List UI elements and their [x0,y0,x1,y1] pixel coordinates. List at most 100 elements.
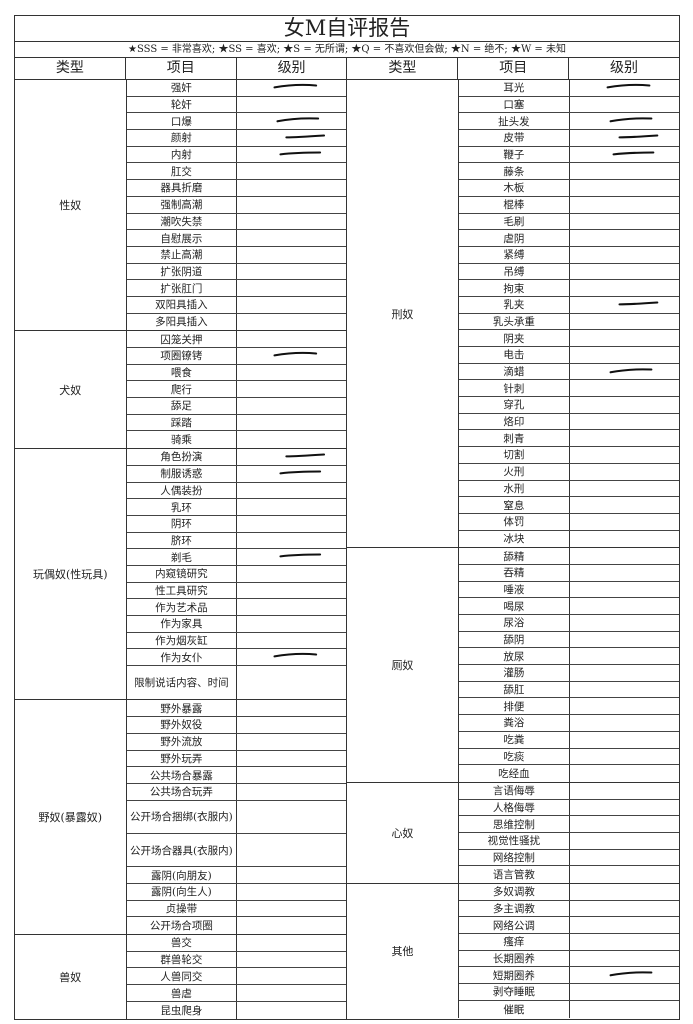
level-cell[interactable] [570,800,679,816]
level-cell[interactable] [570,247,679,263]
level-cell[interactable] [237,666,346,699]
level-cell[interactable] [237,180,346,196]
level-cell[interactable] [237,163,346,179]
level-cell[interactable] [570,214,679,230]
level-cell[interactable] [237,566,346,582]
level-cell[interactable] [237,264,346,280]
level-cell[interactable] [570,414,679,430]
level-cell[interactable] [570,380,679,396]
level-cell[interactable] [570,765,679,782]
level-cell[interactable] [570,598,679,614]
level-cell[interactable] [570,197,679,213]
level-cell[interactable] [570,648,679,664]
level-cell[interactable] [237,867,346,883]
level-cell[interactable] [570,297,679,313]
level-cell[interactable] [237,884,346,900]
level-cell[interactable] [237,784,346,800]
level-cell[interactable] [237,717,346,733]
level-cell[interactable] [237,533,346,549]
level-cell[interactable] [570,632,679,648]
level-cell[interactable] [570,833,679,849]
level-cell[interactable] [570,548,679,564]
level-cell[interactable] [570,481,679,497]
level-cell[interactable] [237,280,346,296]
level-cell[interactable] [237,415,346,431]
level-cell[interactable] [237,599,346,615]
level-cell[interactable] [237,348,346,364]
level-cell[interactable] [570,464,679,480]
level-cell[interactable] [237,381,346,397]
level-cell[interactable] [570,934,679,950]
level-cell[interactable] [237,952,346,968]
level-cell[interactable] [570,715,679,731]
level-cell[interactable] [570,682,679,698]
level-cell[interactable] [237,985,346,1001]
level-cell[interactable] [570,497,679,513]
level-cell[interactable] [570,1001,679,1018]
level-cell[interactable] [570,783,679,799]
level-cell[interactable] [570,180,679,196]
level-cell[interactable] [570,850,679,866]
level-cell[interactable] [570,113,679,129]
level-cell[interactable] [570,514,679,530]
level-cell[interactable] [237,751,346,767]
level-cell[interactable] [237,649,346,665]
level-cell[interactable] [237,297,346,313]
level-cell[interactable] [237,230,346,246]
level-cell[interactable] [237,314,346,331]
level-cell[interactable] [237,633,346,649]
level-cell[interactable] [237,466,346,482]
level-cell[interactable] [237,365,346,381]
level-cell[interactable] [237,834,346,866]
level-cell[interactable] [237,197,346,213]
level-cell[interactable] [237,700,346,716]
level-cell[interactable] [570,665,679,681]
level-cell[interactable] [570,80,679,96]
level-cell[interactable] [570,397,679,413]
level-cell[interactable] [237,801,346,833]
level-cell[interactable] [237,516,346,532]
level-cell[interactable] [237,917,346,934]
level-cell[interactable] [570,163,679,179]
level-cell[interactable] [570,816,679,832]
level-cell[interactable] [237,549,346,565]
level-cell[interactable] [237,616,346,632]
level-cell[interactable] [570,347,679,363]
level-cell[interactable] [237,431,346,448]
level-cell[interactable] [237,113,346,129]
level-cell[interactable] [570,951,679,967]
level-cell[interactable] [570,565,679,581]
level-cell[interactable] [570,147,679,163]
level-cell[interactable] [570,917,679,933]
level-cell[interactable] [237,80,346,96]
level-cell[interactable] [570,866,679,883]
level-cell[interactable] [237,214,346,230]
level-cell[interactable] [237,331,346,347]
level-cell[interactable] [237,901,346,917]
level-cell[interactable] [237,499,346,515]
level-cell[interactable] [570,531,679,548]
level-cell[interactable] [570,314,679,330]
level-cell[interactable] [570,97,679,113]
level-cell[interactable] [570,230,679,246]
level-cell[interactable] [570,130,679,146]
level-cell[interactable] [237,449,346,465]
level-cell[interactable] [237,130,346,146]
level-cell[interactable] [237,935,346,951]
level-cell[interactable] [570,364,679,380]
level-cell[interactable] [570,901,679,917]
level-cell[interactable] [237,968,346,984]
level-cell[interactable] [237,97,346,113]
level-cell[interactable] [237,583,346,599]
level-cell[interactable] [570,732,679,748]
level-cell[interactable] [237,1002,346,1019]
level-cell[interactable] [570,280,679,296]
level-cell[interactable] [237,767,346,783]
level-cell[interactable] [237,398,346,414]
level-cell[interactable] [237,734,346,750]
level-cell[interactable] [570,984,679,1000]
level-cell[interactable] [570,447,679,463]
level-cell[interactable] [570,615,679,631]
level-cell[interactable] [570,884,679,900]
level-cell[interactable] [570,698,679,714]
